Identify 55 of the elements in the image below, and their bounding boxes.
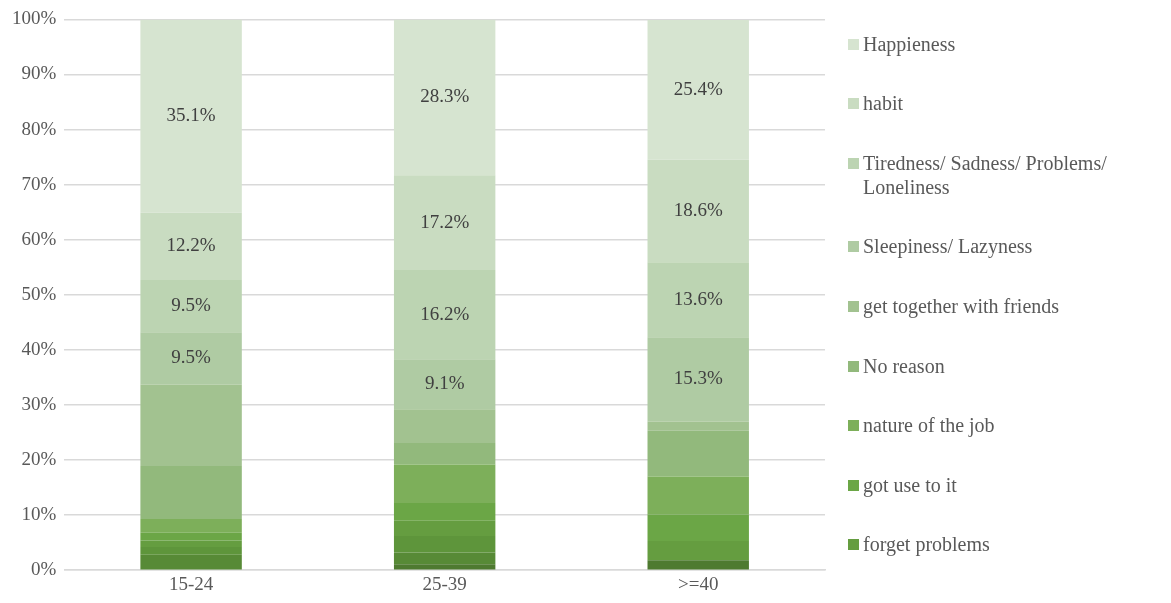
data-label: 35.1% xyxy=(166,104,216,126)
data-label: 9.1% xyxy=(424,372,465,394)
bar xyxy=(647,560,749,570)
data-label: 12.2% xyxy=(166,234,216,256)
bar xyxy=(140,384,242,467)
bar xyxy=(393,564,496,570)
y-tick-label: 90% xyxy=(21,62,57,84)
bar xyxy=(393,359,496,410)
data-label: 16.2% xyxy=(420,302,470,324)
legend-label: got use to it xyxy=(863,472,957,497)
bar xyxy=(647,476,749,515)
x-tick-label: 25-39 xyxy=(422,572,467,594)
y-tick-label: 0% xyxy=(31,558,57,580)
y-tick-label: 60% xyxy=(21,227,57,249)
data-label: 9.5% xyxy=(171,346,212,368)
data-label: 13.6% xyxy=(673,287,723,309)
bar xyxy=(647,430,749,477)
y-tick-label: 40% xyxy=(21,337,57,359)
data-label: 17.2% xyxy=(420,210,470,232)
legend-label: Tiredness/ Sadness/ Problems/ Loneliness xyxy=(863,150,1108,199)
data-label: 15.3% xyxy=(673,367,723,389)
data-label: 18.6% xyxy=(673,199,723,221)
bar xyxy=(140,332,242,385)
bar xyxy=(393,442,496,465)
data-label: 25.4% xyxy=(673,77,723,99)
bar xyxy=(647,159,749,263)
bar xyxy=(647,262,749,338)
legend-label: nature of the job xyxy=(863,413,995,438)
bar xyxy=(140,279,242,333)
legend-label: get together with friends xyxy=(863,293,1060,318)
bar xyxy=(140,212,242,280)
y-tick-label: 10% xyxy=(21,503,57,525)
legend-label: forget problems xyxy=(863,532,990,557)
x-tick-label: 15-24 xyxy=(168,572,214,594)
legend-label: No reason xyxy=(863,353,945,378)
bar xyxy=(393,175,496,271)
legend-label: habit xyxy=(863,91,903,116)
bar xyxy=(647,337,749,422)
bar xyxy=(140,518,242,533)
y-tick-label: 100% xyxy=(12,7,57,29)
data-label: 28.3% xyxy=(420,85,470,107)
y-tick-label: 70% xyxy=(21,172,57,194)
y-tick-label: 80% xyxy=(21,117,57,139)
legend-label: Happieness xyxy=(863,31,956,56)
y-tick-label: 30% xyxy=(21,392,57,414)
data-label: 9.5% xyxy=(171,294,212,316)
y-tick-label: 20% xyxy=(21,448,57,470)
bar xyxy=(393,409,496,443)
legend-label: Sleepiness/ Lazyness xyxy=(863,234,1033,259)
x-tick-label: >=40 xyxy=(678,572,719,594)
bar xyxy=(647,421,749,431)
bar xyxy=(140,466,242,519)
bar xyxy=(393,270,496,360)
y-tick-label: 50% xyxy=(21,282,57,304)
bar xyxy=(393,464,496,503)
